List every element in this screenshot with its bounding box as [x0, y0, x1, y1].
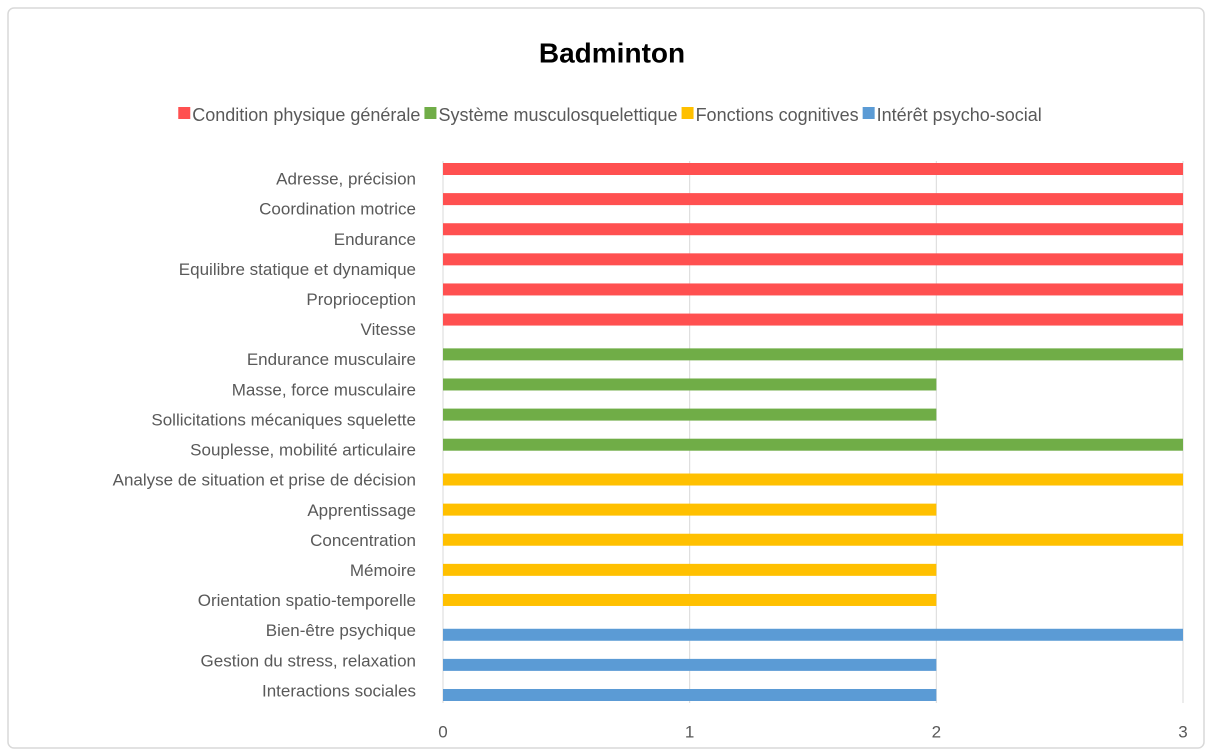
y-tick-label: Coordination motrice	[259, 200, 416, 219]
legend: Condition physique générale Système muscu…	[178, 105, 1042, 125]
y-tick-label: Endurance	[334, 230, 416, 249]
bar	[443, 313, 1183, 326]
bar	[443, 503, 937, 516]
chart-frame	[7, 7, 1205, 749]
bar	[443, 283, 1183, 296]
y-tick-label: Proprioception	[306, 290, 416, 309]
bar	[443, 193, 1183, 206]
y-tick-label: Endurance musculaire	[247, 350, 416, 369]
legend-swatch	[178, 107, 191, 119]
x-tick-label: 0	[438, 722, 447, 741]
bar	[443, 473, 1183, 486]
bar	[443, 628, 1183, 641]
bar	[443, 163, 1183, 176]
y-tick-label: Apprentissage	[307, 501, 416, 520]
y-tick-label: Bien-être psychique	[266, 621, 416, 640]
bar	[443, 378, 937, 391]
bar	[443, 223, 1183, 236]
legend-label: Fonctions cognitives	[696, 105, 859, 125]
legend-swatch	[862, 107, 875, 119]
legend-swatch	[424, 107, 437, 119]
legend-swatch	[681, 107, 694, 119]
y-tick-label: Equilibre statique et dynamique	[179, 260, 416, 279]
y-tick-label: Analyse de situation et prise de décisio…	[113, 471, 416, 490]
y-tick-label: Mémoire	[350, 561, 416, 580]
y-tick-label: Gestion du stress, relaxation	[201, 651, 416, 670]
y-tick-label: Adresse, précision	[276, 170, 416, 189]
bar	[443, 408, 937, 421]
bar	[443, 253, 1183, 266]
legend-label: Condition physique générale	[192, 105, 420, 125]
chart-title: Badminton	[539, 37, 685, 68]
y-tick-label: Souplesse, mobilité articulaire	[190, 441, 416, 460]
x-tick-label: 3	[1178, 722, 1187, 741]
y-tick-label: Orientation spatio-temporelle	[198, 591, 416, 610]
bar	[443, 593, 937, 606]
y-tick-label: Interactions sociales	[262, 681, 416, 700]
y-tick-label: Sollicitations mécaniques squelette	[151, 410, 416, 429]
x-tick-label: 2	[932, 722, 941, 741]
legend-label: Intérêt psycho-social	[877, 105, 1042, 125]
bar	[443, 563, 937, 576]
bar	[443, 348, 1183, 361]
bar	[443, 658, 937, 671]
y-tick-label: Masse, force musculaire	[232, 380, 416, 399]
y-tick-label: Concentration	[310, 531, 416, 550]
x-tick-label: 1	[685, 722, 694, 741]
y-tick-label: Vitesse	[361, 320, 416, 339]
bar	[443, 533, 1183, 546]
bar	[443, 438, 1183, 451]
legend-label: Système musculosquelettique	[438, 105, 677, 125]
bar	[443, 688, 937, 701]
